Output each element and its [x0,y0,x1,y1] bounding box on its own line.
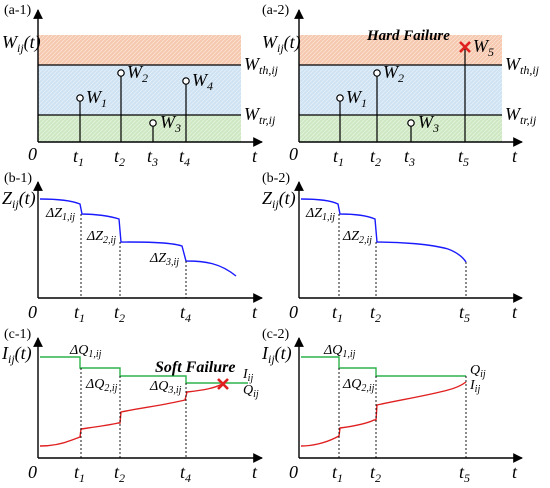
shock-label: W3 [160,112,181,135]
jump-label: ΔZ3,ij [149,251,179,268]
time-axis-label: t [252,462,258,482]
upper-threshold-label: Wth,ij [244,54,279,77]
band-hatch [38,115,241,142]
curve-label-Q: Qij [470,363,486,380]
band-hatch [299,115,502,142]
jump-label: ΔZ2,ij [342,229,372,246]
increment-curve [39,383,223,447]
y-axis-label: Zij(t) [2,188,36,211]
origin-label: 0 [289,302,298,322]
shock-label: W2 [127,62,148,85]
origin-label: 0 [289,462,298,482]
panel-tag: (a-2) [262,3,290,18]
threshold-curve [301,356,466,377]
shock-marker [336,94,344,102]
increment-curve [300,381,467,447]
band-hatch [299,65,502,115]
tick-label: t4 [180,302,191,325]
lower-threshold-label: Wtr,ij [244,104,276,127]
tick-label: t4 [180,462,191,485]
panel-tag: (b-2) [262,171,290,186]
tick-label: t3 [147,146,158,169]
panel-b1: (b-1) Zij(t) ΔZ1,ij ΔZ2,ij ΔZ3,ij 0 t1 t… [2,171,263,325]
time-axis-label: t [252,302,258,322]
y-axis-label: Iij(t) [1,343,32,366]
panel-a1: (a-1) Wij(t) Wth,ij Wtr,ij W1 W2 W3 W4 0… [2,3,279,169]
jump-label: ΔQ3,ij [149,379,182,396]
tick-label: t2 [370,462,381,485]
band-hatch [38,65,241,115]
panel-c1: (c-1) Iij(t) Soft Failure ΔQ1,ij ΔQ2,ij … [1,327,263,485]
shock-label: W3 [418,112,439,135]
jump-label: ΔQ2,ij [342,377,375,394]
degradation-curve [300,198,467,263]
tick-label: t1 [332,302,343,325]
jump-label: ΔQ1,ij [69,343,102,360]
shock-label: W2 [383,62,404,85]
y-axis-label: Zij(t) [262,188,296,211]
jump-label: ΔZ1,ij [45,206,75,223]
time-axis-label: t [512,146,518,166]
shock-label: W4 [192,70,213,93]
tick-label: t2 [370,302,381,325]
degradation-curve [39,198,237,277]
curve-label-Q: Qij [243,383,259,400]
tick-label: t1 [73,146,84,169]
shock-marker [182,77,190,85]
time-axis-label: t [512,302,518,322]
panel-tag: (c-1) [4,327,32,342]
threshold-curve [40,356,248,384]
origin-label: 0 [289,144,298,164]
jump-label: ΔQ2,ij [85,377,118,394]
failure-cross-icon [217,378,229,390]
band-hatch [38,35,241,65]
lower-threshold-label: Wtr,ij [505,104,537,127]
panel-a2: (a-2) Wij(t) Hard Failure Wth,ij Wtr,ij … [262,3,540,169]
soft-failure-label: Soft Failure [155,359,235,376]
tick-label: t1 [333,146,344,169]
time-axis-label: t [252,146,258,166]
origin-label: 0 [28,144,37,164]
tick-label: t2 [370,146,381,169]
hard-failure-label: Hard Failure [366,28,450,44]
tick-label: t5 [459,462,470,485]
origin-label: 0 [28,302,37,322]
tick-label: t2 [114,302,125,325]
curve-label-I: Iij [469,378,480,395]
tick-label: t5 [458,146,469,169]
panel-tag: (a-1) [4,3,32,18]
shock-marker [407,119,415,127]
tick-label: t4 [179,146,190,169]
tick-label: t2 [114,146,125,169]
origin-label: 0 [28,462,37,482]
failure-cross-icon [459,41,471,53]
tick-label: t3 [404,146,415,169]
shock-marker [76,94,84,102]
curve-label-I: Iij [242,367,253,384]
shock-marker [149,119,157,127]
y-axis-label: Wij(t) [262,32,301,55]
shock-label: W1 [86,87,107,110]
jump-label: ΔZ2,ij [86,229,116,246]
shock-label: W5 [473,36,494,59]
y-axis-label: Iij(t) [261,343,292,366]
tick-label: t1 [74,302,85,325]
tick-label: t1 [74,462,85,485]
panel-c2: (c-2) Iij(t) ΔQ1,ij ΔQ2,ij Qij Iij 0 t1 … [261,327,523,485]
upper-threshold-label: Wth,ij [505,54,540,77]
tick-label: t5 [459,302,470,325]
panel-b2: (b-2) Zij(t) ΔZ1,ij ΔZ2,ij 0 t1 t2 t5 t [262,171,523,325]
tick-label: t1 [332,462,343,485]
panel-tag: (b-1) [4,171,32,186]
jump-label: ΔZ1,ij [305,206,335,223]
shock-marker [373,69,381,77]
y-axis-label: Wij(t) [2,32,41,55]
tick-label: t2 [114,462,125,485]
panel-tag: (c-2) [262,327,290,342]
time-axis-label: t [512,462,518,482]
shock-marker [117,69,125,77]
jump-label: ΔQ1,ij [323,343,356,360]
shock-label: W1 [346,87,367,110]
